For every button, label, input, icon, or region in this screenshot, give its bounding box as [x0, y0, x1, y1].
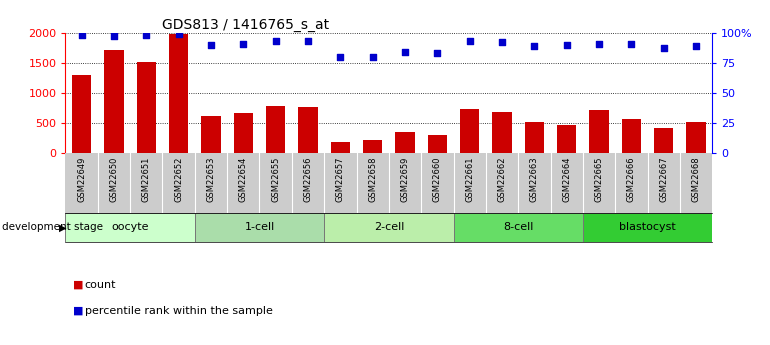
Point — [302, 38, 314, 44]
Text: ■: ■ — [73, 280, 84, 289]
Point — [108, 33, 120, 39]
Point — [690, 43, 702, 49]
Point — [172, 31, 185, 37]
Bar — [686, 122, 706, 153]
Bar — [583, 214, 712, 242]
Text: GSM22666: GSM22666 — [627, 156, 636, 202]
Bar — [557, 125, 577, 153]
Point — [528, 43, 541, 49]
Text: percentile rank within the sample: percentile rank within the sample — [85, 306, 273, 315]
Bar — [454, 214, 583, 242]
Bar — [195, 214, 324, 242]
Point — [496, 40, 508, 45]
Point — [140, 32, 152, 38]
Text: GSM22657: GSM22657 — [336, 156, 345, 202]
Text: GSM22664: GSM22664 — [562, 156, 571, 202]
Point — [464, 38, 476, 44]
Bar — [233, 114, 253, 153]
Point — [561, 42, 573, 48]
Text: oocyte: oocyte — [112, 223, 149, 233]
Point — [237, 41, 249, 46]
Text: 8-cell: 8-cell — [503, 223, 534, 233]
Point — [658, 46, 670, 51]
Bar — [72, 75, 92, 153]
Text: GSM22653: GSM22653 — [206, 156, 216, 202]
Bar — [524, 122, 544, 153]
Text: ■: ■ — [73, 306, 84, 315]
Text: 2-cell: 2-cell — [373, 223, 404, 233]
Bar — [266, 106, 286, 153]
Bar — [427, 135, 447, 153]
Bar — [104, 50, 124, 153]
Bar — [395, 131, 415, 153]
Point — [270, 38, 282, 44]
Text: GSM22656: GSM22656 — [303, 156, 313, 202]
Text: GSM22660: GSM22660 — [433, 156, 442, 202]
Bar — [492, 112, 512, 153]
Text: blastocyst: blastocyst — [619, 223, 676, 233]
Bar — [298, 107, 318, 153]
Text: GSM22662: GSM22662 — [497, 156, 507, 202]
Point — [399, 49, 411, 55]
Bar — [654, 128, 674, 153]
Point — [625, 41, 638, 46]
Bar — [324, 214, 454, 242]
Text: GSM22654: GSM22654 — [239, 156, 248, 201]
Bar — [330, 142, 350, 153]
Point — [205, 42, 217, 48]
Point — [334, 54, 346, 60]
Point — [367, 54, 379, 60]
Text: GSM22650: GSM22650 — [109, 156, 119, 201]
Bar — [201, 116, 221, 153]
Bar — [65, 214, 195, 242]
Text: GSM22668: GSM22668 — [691, 156, 701, 202]
Text: GSM22667: GSM22667 — [659, 156, 668, 202]
Text: GSM22661: GSM22661 — [465, 156, 474, 202]
Text: GSM22655: GSM22655 — [271, 156, 280, 201]
Bar — [363, 140, 383, 153]
Bar — [621, 119, 641, 153]
Bar — [589, 110, 609, 153]
Point — [75, 32, 88, 38]
Text: GSM22659: GSM22659 — [400, 156, 410, 201]
Text: 1-cell: 1-cell — [244, 223, 275, 233]
Text: count: count — [85, 280, 116, 289]
Text: GSM22649: GSM22649 — [77, 156, 86, 201]
Text: GSM22652: GSM22652 — [174, 156, 183, 201]
Bar — [169, 34, 189, 153]
Text: GDS813 / 1416765_s_at: GDS813 / 1416765_s_at — [162, 18, 330, 32]
Text: GSM22651: GSM22651 — [142, 156, 151, 201]
Bar — [136, 62, 156, 153]
Text: GSM22658: GSM22658 — [368, 156, 377, 202]
Text: ▶: ▶ — [59, 223, 66, 233]
Text: development stage: development stage — [2, 223, 103, 233]
Bar — [460, 109, 480, 153]
Text: GSM22663: GSM22663 — [530, 156, 539, 202]
Text: GSM22665: GSM22665 — [594, 156, 604, 202]
Point — [431, 50, 444, 56]
Point — [593, 41, 605, 46]
